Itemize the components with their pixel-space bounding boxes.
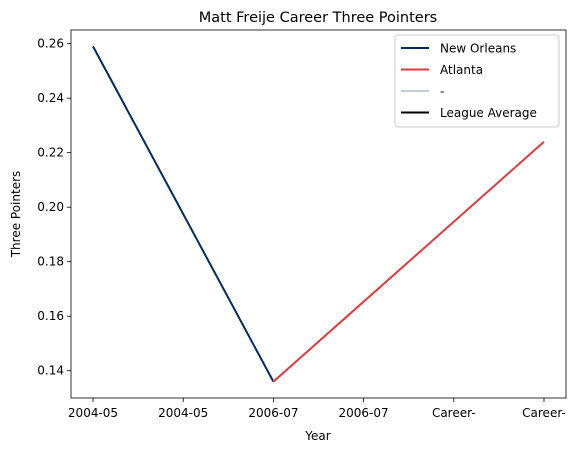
y-axis-title: Three Pointers [9, 171, 23, 259]
series-line-atlanta [272, 141, 545, 383]
series-line-new-orleans [92, 45, 275, 383]
y-tick-label: 0.16 [37, 309, 64, 323]
y-tick-label: 0.22 [37, 146, 64, 160]
axes-frame [70, 29, 567, 399]
x-tick-label: 2004-05 [68, 406, 118, 420]
x-tick-label: Career- [522, 406, 566, 420]
legend-label: League Average [440, 106, 537, 120]
y-tick-label: 0.24 [37, 91, 64, 105]
y-axis: 0.14 0.16 0.18 0.20 0.22 0.24 0.26 [37, 37, 71, 378]
legend-label: Atlanta [440, 63, 483, 77]
x-tick-label: Career- [432, 406, 476, 420]
legend-label: New Orleans [440, 42, 516, 56]
x-axis-title: Year [304, 429, 330, 443]
legend-label: - [440, 85, 444, 99]
x-tick-label: 2006-07 [339, 406, 389, 420]
x-tick-label: 2006-07 [248, 406, 298, 420]
legend-box [394, 34, 560, 128]
y-tick-label: 0.26 [37, 37, 64, 51]
legend: New Orleans Atlanta - League Average [394, 34, 560, 128]
y-tick-label: 0.14 [37, 364, 64, 378]
x-axis: 2004-05 2004-05 2006-07 2006-07 Career- Caree… [68, 398, 566, 420]
plot-area [70, 29, 567, 399]
y-tick-label: 0.18 [37, 255, 64, 269]
y-tick-label: 0.20 [37, 200, 64, 214]
series-lines [92, 45, 545, 383]
chart-title: Matt Freije Career Three Pointers [199, 10, 437, 26]
x-tick-label: 2004-05 [158, 406, 208, 420]
